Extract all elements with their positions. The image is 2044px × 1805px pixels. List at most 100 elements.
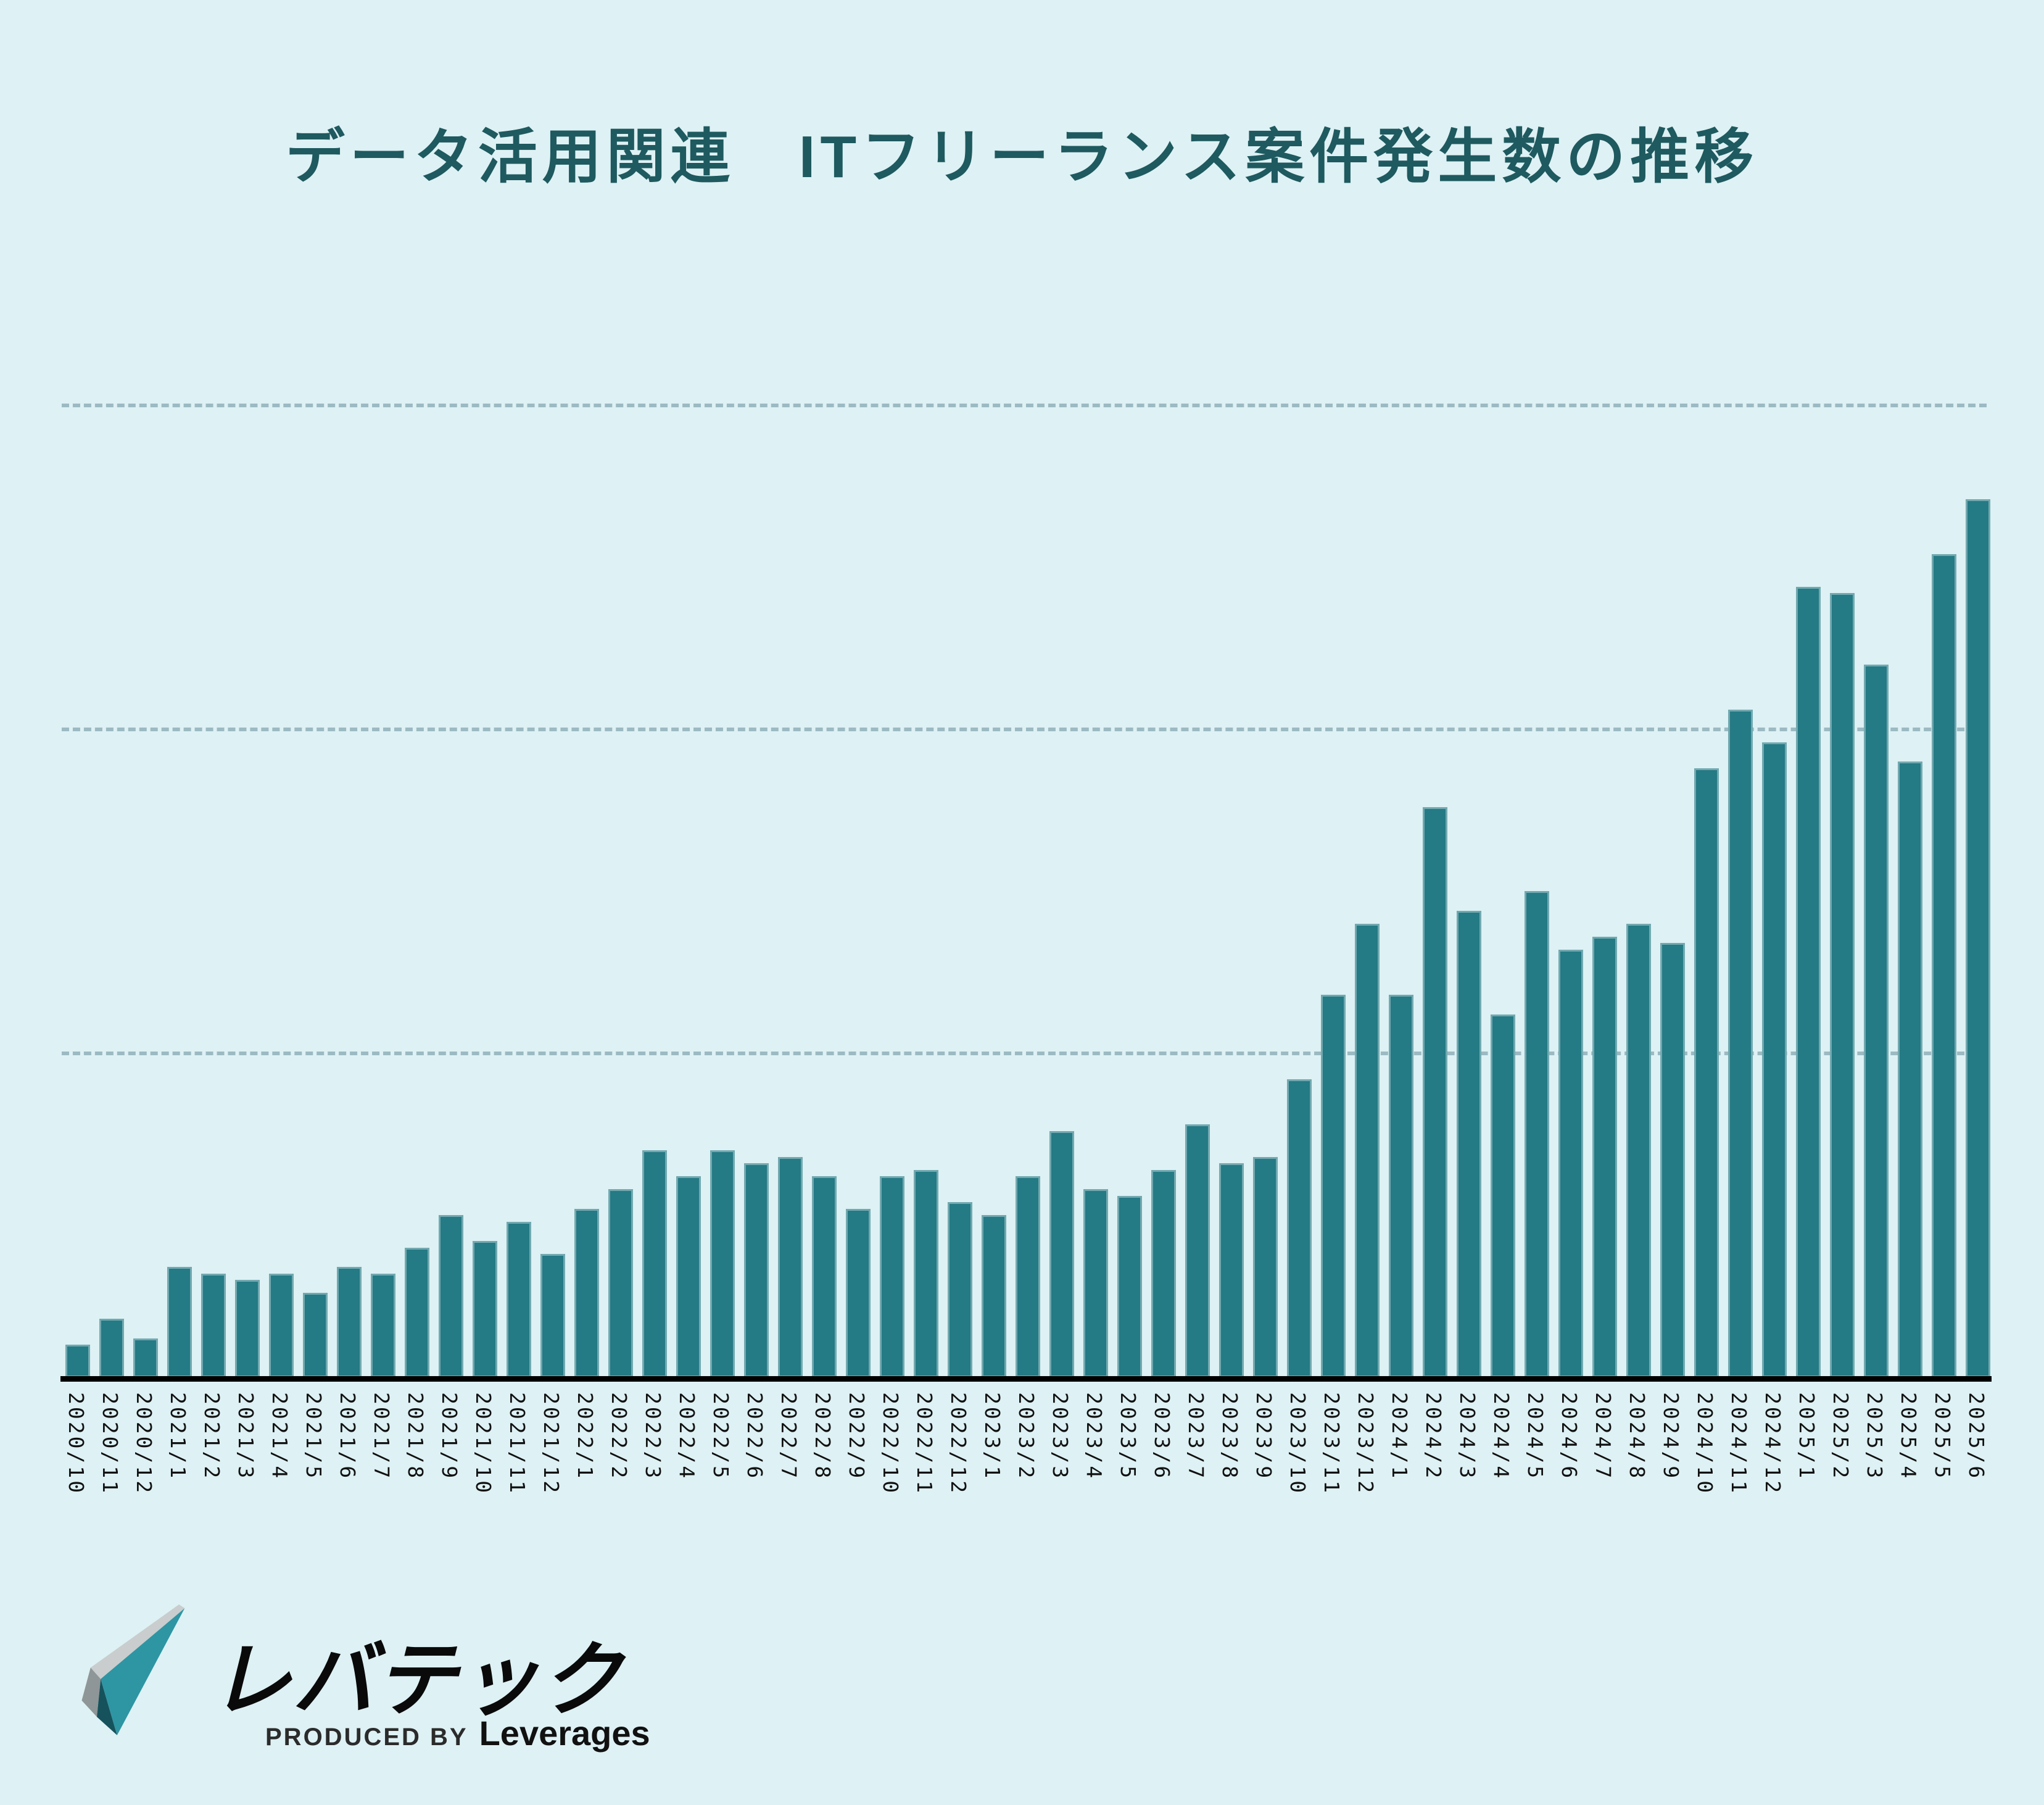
x-tick-label: 2022/1: [573, 1392, 597, 1481]
bar: [1083, 1189, 1108, 1377]
bar: [1694, 768, 1719, 1377]
bar: [710, 1150, 735, 1377]
brand-name: レバテック: [210, 1635, 623, 1725]
bar: [133, 1338, 158, 1377]
x-tick-label: 2023/2: [1014, 1392, 1038, 1481]
bar: [982, 1215, 1006, 1377]
x-tick-label: 2024/10: [1693, 1392, 1717, 1496]
bar: [1389, 995, 1413, 1377]
x-tick-label: 2024/8: [1625, 1392, 1649, 1481]
x-tick-label: 2023/12: [1354, 1392, 1378, 1496]
x-tick-label: 2024/9: [1659, 1392, 1683, 1481]
bar: [676, 1176, 701, 1377]
bar: [1898, 761, 1922, 1377]
bar: [1287, 1079, 1312, 1377]
x-tick-label: 2022/12: [946, 1392, 970, 1496]
x-tick-label: 2021/1: [166, 1392, 190, 1481]
bar: [1151, 1170, 1176, 1377]
x-tick-label: 2025/2: [1829, 1392, 1853, 1481]
bar: [574, 1209, 599, 1377]
x-tick-label: 2022/10: [879, 1392, 903, 1496]
bar: [1117, 1196, 1142, 1377]
bar: [1626, 924, 1651, 1377]
bar: [1558, 950, 1583, 1377]
x-tick-label: 2025/3: [1863, 1392, 1887, 1481]
bar: [1660, 943, 1685, 1377]
gridline: [62, 728, 1987, 731]
x-tick-label: 2021/6: [336, 1392, 360, 1481]
x-tick-label: 2022/11: [912, 1392, 937, 1496]
x-tick-label: 2021/5: [302, 1392, 326, 1481]
bar: [303, 1293, 328, 1377]
x-tick-label: 2023/9: [1252, 1392, 1276, 1481]
x-tick-label: 2023/3: [1048, 1392, 1072, 1481]
x-tick-label: 2023/1: [980, 1392, 1004, 1481]
bar: [1592, 937, 1617, 1377]
x-tick-label: 2021/3: [234, 1392, 258, 1481]
x-tick-label: 2021/10: [471, 1392, 495, 1496]
x-tick-label: 2020/10: [64, 1392, 88, 1496]
bar: [1830, 593, 1855, 1377]
bar: [1253, 1157, 1278, 1377]
x-tick-label: 2022/4: [675, 1392, 699, 1481]
bar: [1932, 554, 1956, 1377]
bar: [1016, 1176, 1040, 1377]
bar: [1321, 995, 1346, 1377]
x-tick-label: 2022/9: [845, 1392, 869, 1481]
x-tick-label: 2024/12: [1761, 1392, 1785, 1496]
company-name: Leverages: [479, 1714, 650, 1753]
x-tick-label: 2022/2: [607, 1392, 631, 1481]
bar: [235, 1280, 260, 1377]
bar: [1219, 1163, 1244, 1377]
gridline: [62, 404, 1987, 407]
bar: [507, 1222, 531, 1377]
x-tick-label: 2023/4: [1082, 1392, 1106, 1481]
x-tick-label: 2021/9: [437, 1392, 461, 1481]
bar: [1796, 587, 1821, 1377]
chart-title: データ活用関連 ITフリーランス案件発生数の推移: [285, 124, 1759, 190]
x-tick-label: 2023/7: [1184, 1392, 1208, 1481]
x-tick-label: 2024/4: [1489, 1392, 1513, 1481]
bar: [812, 1176, 837, 1377]
bar: [744, 1163, 769, 1377]
x-tick-label: 2024/2: [1421, 1392, 1446, 1481]
x-tick-label: 2023/11: [1320, 1392, 1344, 1496]
bar: [1966, 499, 1990, 1377]
bar: [880, 1176, 904, 1377]
bar: [608, 1189, 633, 1377]
levtech-logo-icon: [81, 1604, 185, 1735]
bar: [1457, 911, 1481, 1377]
bar: [914, 1170, 938, 1377]
produced-by-label: PRODUCED BY: [265, 1724, 468, 1751]
x-tick-label: 2024/1: [1388, 1392, 1412, 1481]
x-tick-label: 2023/6: [1150, 1392, 1174, 1481]
gridline: [62, 1052, 1987, 1055]
bar: [846, 1209, 871, 1377]
x-tick-label: 2022/8: [811, 1392, 835, 1481]
x-tick-label: 2024/6: [1557, 1392, 1581, 1481]
bar: [540, 1254, 565, 1377]
bar: [1525, 891, 1549, 1377]
x-tick-label: 2024/3: [1455, 1392, 1479, 1481]
bar: [1355, 924, 1380, 1377]
x-tick-label: 2022/6: [743, 1392, 767, 1481]
bar: [1491, 1015, 1515, 1377]
x-tick-label: 2022/7: [777, 1392, 801, 1481]
produced-by-line: PRODUCED BY Leverages: [265, 1713, 650, 1753]
x-tick-label: 2021/7: [370, 1392, 394, 1481]
bar: [371, 1274, 395, 1377]
x-tick-label: 2025/5: [1930, 1392, 1955, 1481]
bar: [1423, 807, 1447, 1377]
x-tick-label: 2024/7: [1591, 1392, 1615, 1481]
levtech-logo: レバテック PRODUCED BY Leverages: [75, 1603, 729, 1764]
bar: [405, 1248, 429, 1377]
x-tick-label: 2020/11: [98, 1392, 122, 1496]
bar: [778, 1157, 803, 1377]
x-tick-label: 2023/10: [1286, 1392, 1310, 1496]
x-tick-label: 2025/4: [1897, 1392, 1921, 1481]
bar: [642, 1150, 667, 1377]
x-tick-label: 2021/4: [268, 1392, 292, 1481]
bar: [1864, 665, 1889, 1377]
x-tick-label: 2024/11: [1727, 1392, 1751, 1496]
